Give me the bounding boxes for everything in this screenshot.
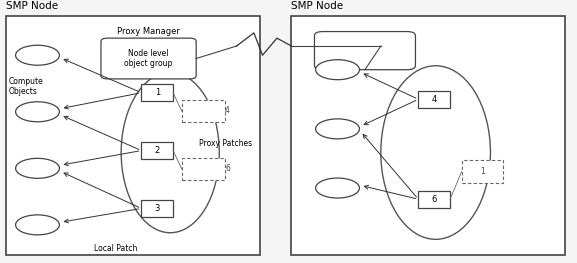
Bar [291,16,565,255]
Text: 1: 1 [155,88,160,97]
Bar [418,91,450,108]
Text: Node level
object group: Node level object group [125,49,173,68]
Text: 4: 4 [432,95,437,104]
FancyBboxPatch shape [314,32,415,70]
Text: 6: 6 [225,164,230,173]
Text: Proxy Patches: Proxy Patches [199,139,252,148]
Text: Compute
Objects: Compute Objects [9,77,43,97]
Bar [6,16,260,255]
Text: SMP Node: SMP Node [6,1,58,11]
Bar [182,158,225,180]
Circle shape [316,119,359,139]
FancyBboxPatch shape [101,38,196,79]
Bar [141,200,173,217]
Bar [141,84,173,101]
Bar [462,160,503,183]
Circle shape [16,215,59,235]
Text: 1: 1 [480,167,485,176]
Bar [182,100,225,122]
Circle shape [16,45,59,65]
Circle shape [16,158,59,178]
Circle shape [316,178,359,198]
Text: Proxy Manager: Proxy Manager [118,27,180,36]
Text: 6: 6 [432,195,437,204]
Text: Local Patch: Local Patch [93,244,137,253]
Text: SMP Node: SMP Node [291,1,343,11]
Text: 3: 3 [155,204,160,213]
Circle shape [316,60,359,80]
Circle shape [16,102,59,122]
Text: 2: 2 [155,146,160,155]
Bar [141,142,173,159]
Bar [418,191,450,208]
Text: 4: 4 [225,107,230,115]
